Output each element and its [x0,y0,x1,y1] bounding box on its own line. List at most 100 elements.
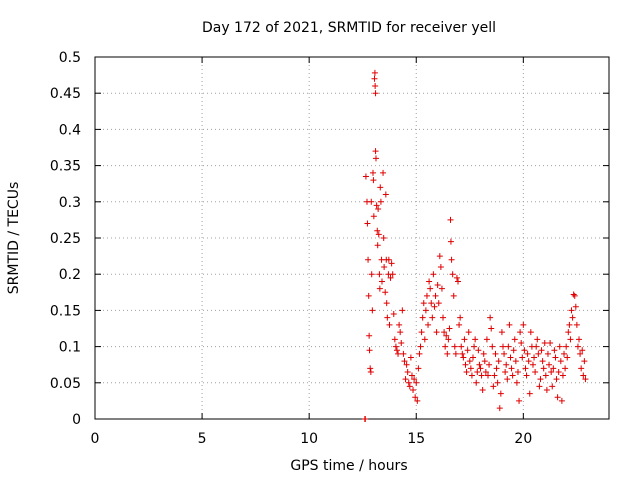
data-point [563,343,570,350]
x-tick-label: 0 [91,431,100,447]
data-point [538,347,545,354]
data-point [549,383,556,390]
data-point [506,321,513,328]
data-point [370,213,377,220]
data-point [397,329,404,336]
data-point [403,361,410,368]
data-point [442,343,449,350]
data-point [579,347,586,354]
data-point [536,383,543,390]
x-tick-label: 10 [300,431,318,447]
data-point [380,169,387,176]
data-point [551,347,558,354]
data-point [532,368,539,375]
data-point [558,397,565,404]
data-point [381,263,388,270]
data-point [386,321,393,328]
data-point [367,365,374,372]
data-point [382,191,389,198]
x-tick-label: 5 [198,431,207,447]
x-tick-label: 15 [407,431,425,447]
data-point [505,343,512,350]
data-point [405,379,412,386]
data-point [459,350,466,357]
data-point [399,307,406,314]
data-point [419,314,426,321]
data-point [483,336,490,343]
data-point [465,329,472,336]
data-point [523,372,530,379]
data-point [555,368,562,375]
data-point [450,292,457,299]
data-point [577,350,584,357]
data-point [487,314,494,321]
data-point [556,343,563,350]
data-point [576,336,583,343]
data-point [371,69,378,76]
data-point [537,376,544,383]
data-point [411,376,418,383]
data-point [554,394,561,401]
data-point [372,148,379,155]
data-point [395,350,402,357]
data-point [437,263,444,270]
data-point [582,376,589,383]
data-point [477,365,484,372]
data-point [468,372,475,379]
grid-lines [95,57,609,419]
data-point [390,311,397,318]
data-point [440,314,447,321]
data-point [431,303,438,310]
y-tick-label: 0.3 [59,195,81,211]
data-point [377,184,384,191]
data-point [496,405,503,412]
data-point [444,350,451,357]
data-point [489,343,496,350]
y-tick-label: 0.25 [50,231,81,247]
data-point [557,358,564,365]
data-point [388,260,395,267]
data-point [408,372,415,379]
data-point [486,361,493,368]
data-point [542,372,549,379]
data-points [361,69,589,422]
data-point [374,227,381,234]
data-point [521,347,528,354]
data-point [511,336,518,343]
data-point [535,350,542,357]
data-point [383,300,390,307]
data-point [503,361,510,368]
data-point [413,379,420,386]
data-point [571,292,578,299]
data-point [574,343,581,350]
data-point [385,256,392,263]
data-point [416,350,423,357]
data-point [429,314,436,321]
data-point [509,372,516,379]
data-point [404,368,411,375]
data-point [526,390,533,397]
data-point [435,300,442,307]
data-point [471,343,478,350]
data-point [507,354,514,361]
data-point [561,350,568,357]
data-point [375,206,382,213]
data-point [447,238,454,245]
data-point [438,285,445,292]
data-point [422,307,429,314]
data-point [544,350,551,357]
data-point [425,321,432,328]
data-point [393,347,400,354]
data-point [518,339,525,346]
data-point [504,376,511,383]
data-point [569,314,576,321]
y-tick-label: 0.45 [50,86,81,102]
data-point [508,365,515,372]
data-point [434,282,441,289]
data-point [492,350,499,357]
data-point [373,202,380,209]
data-point [476,361,483,368]
data-point [372,90,379,97]
data-point [547,339,554,346]
